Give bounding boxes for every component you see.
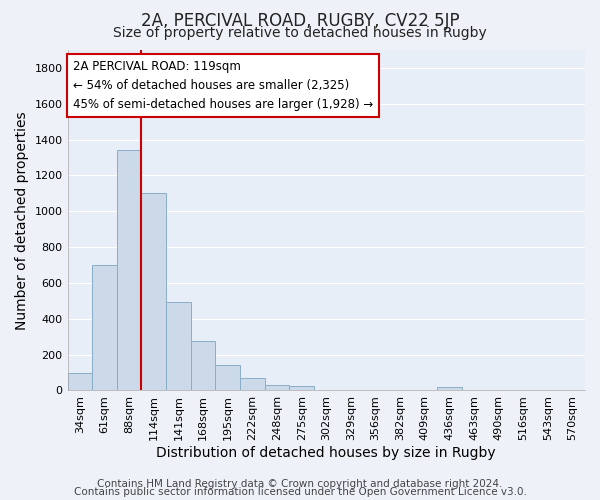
Text: Contains HM Land Registry data © Crown copyright and database right 2024.: Contains HM Land Registry data © Crown c… [97,479,503,489]
Text: Contains public sector information licensed under the Open Government Licence v3: Contains public sector information licen… [74,487,526,497]
Bar [92,265,117,390]
Bar [289,386,314,390]
Bar [191,341,215,390]
Bar [240,378,265,390]
Text: Size of property relative to detached houses in Rugby: Size of property relative to detached ho… [113,26,487,40]
Bar [142,194,166,390]
Bar [437,387,462,390]
X-axis label: Distribution of detached houses by size in Rugby: Distribution of detached houses by size … [157,446,496,460]
Bar [68,372,92,390]
Y-axis label: Number of detached properties: Number of detached properties [15,111,29,330]
Text: 2A, PERCIVAL ROAD, RUGBY, CV22 5JP: 2A, PERCIVAL ROAD, RUGBY, CV22 5JP [140,12,460,30]
Text: 2A PERCIVAL ROAD: 119sqm
← 54% of detached houses are smaller (2,325)
45% of sem: 2A PERCIVAL ROAD: 119sqm ← 54% of detach… [73,60,373,111]
Bar [166,302,191,390]
Bar [265,385,289,390]
Bar [117,150,142,390]
Bar [215,366,240,390]
